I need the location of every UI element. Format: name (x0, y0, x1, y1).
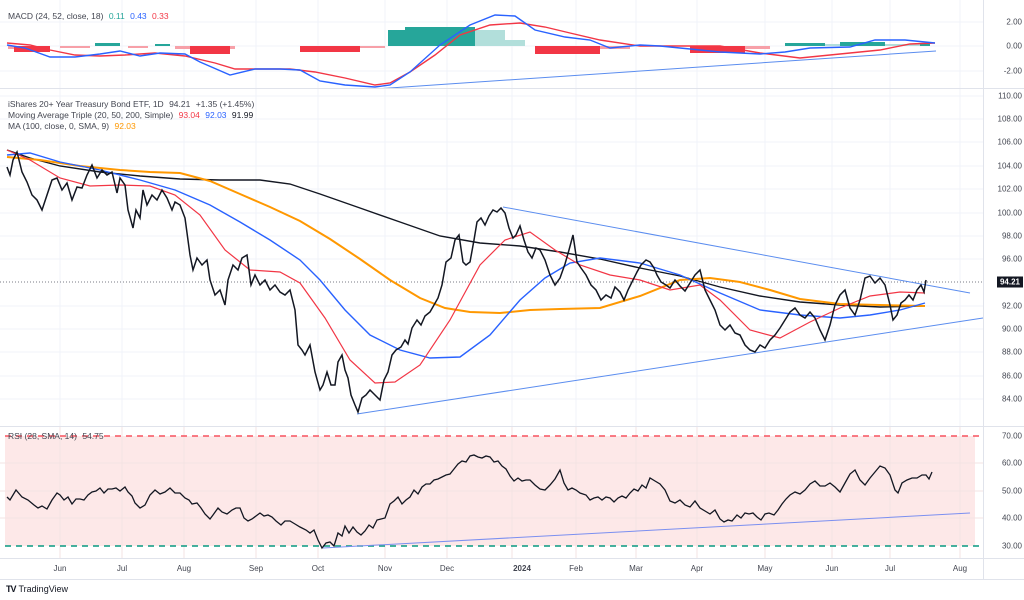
time-label: Jul (884, 564, 896, 573)
macd-pane[interactable]: MACD (24, 52, close, 18) 0.11 0.43 0.33 (0, 0, 983, 88)
rsi-axis[interactable]: 70.00 60.00 50.00 40.00 30.00 (983, 427, 1024, 558)
macd-axis-label: -2.00 (1003, 66, 1022, 76)
price-axis[interactable]: 110.00 108.00 106.00 104.00 102.00 100.0… (983, 89, 1024, 426)
price-axis-label: 86.00 (1001, 371, 1022, 381)
pane-separator[interactable] (0, 88, 1024, 89)
price-axis-label: 88.00 (1001, 347, 1022, 357)
ma200-line (6, 149, 926, 308)
pane-separator[interactable] (0, 426, 1024, 427)
tradingview-logo[interactable]: TV TradingView (6, 584, 68, 594)
ma100-value: 92.03 (114, 121, 136, 131)
rsi-axis-label: 60.00 (1001, 458, 1022, 468)
rsi-trendline (322, 512, 971, 549)
time-label: Aug (952, 564, 968, 573)
ma20-value: 93.04 (178, 110, 200, 120)
price-axis-label: 100.00 (997, 208, 1022, 218)
rsi-line (6, 454, 933, 550)
rsi-plot (0, 427, 983, 558)
rsi-axis-label: 70.00 (1001, 431, 1022, 441)
macd-histogram-value: 0.11 (108, 11, 125, 21)
ma20-line (6, 149, 926, 384)
rsi-gridlines (0, 427, 983, 558)
time-label: Nov (377, 564, 393, 573)
time-label: Sep (248, 564, 264, 573)
tradingview-name: TradingView (18, 584, 69, 594)
axis-corner (983, 558, 1024, 580)
last-price-tag: 94.21 (996, 276, 1023, 288)
rsi-axis-label: 30.00 (1001, 541, 1022, 551)
time-label: Feb (569, 564, 583, 573)
last-price-value: 94.21 (169, 99, 191, 109)
ma-triple-title: Moving Average Triple (20, 50, 200, Simp… (8, 110, 174, 120)
time-label: Jul (116, 564, 128, 573)
ma100-line (6, 156, 926, 315)
ascending-trendline (356, 317, 983, 415)
price-axis-label: 98.00 (1001, 231, 1022, 241)
price-axis-label: 104.00 (997, 161, 1022, 171)
time-label: 2024 (513, 564, 531, 573)
macd-line (6, 14, 936, 88)
ma200-value: 91.99 (231, 110, 254, 120)
descending-trendline (502, 206, 971, 294)
rsi-pane[interactable]: RSI (28, SMA, 14) 54.75 (0, 427, 983, 558)
macd-histogram (8, 27, 930, 54)
macd-signal-value: 0.33 (152, 11, 169, 21)
ma100-row[interactable]: MA (100, close, 0, SMA, 9) 92.03 (8, 121, 257, 132)
price-axis-label: 110.00 (998, 91, 1022, 101)
time-label: Dec (439, 564, 455, 573)
price-plot (0, 89, 983, 426)
macd-plot (0, 0, 983, 88)
price-change-value: +1.35 (+1.45%) (195, 99, 255, 109)
time-label: Jun (53, 564, 67, 573)
time-label: Apr (690, 564, 704, 573)
price-line (6, 149, 927, 415)
price-axis-label: 108.00 (997, 114, 1022, 124)
time-axis[interactable]: Jun Jul Aug Sep Oct Nov Dec 2024 Feb Mar… (0, 558, 983, 580)
time-label: Jun (825, 564, 839, 573)
price-axis-label: 106.00 (997, 137, 1022, 147)
price-legend[interactable]: iShares 20+ Year Treasury Bond ETF, 1D 9… (8, 99, 257, 132)
tradingview-logo-icon: TV (6, 584, 16, 594)
price-axis-label: 92.00 (1001, 301, 1022, 311)
macd-axis-label: 2.00 (1006, 17, 1022, 27)
rsi-axis-label: 40.00 (1001, 513, 1022, 523)
macd-legend[interactable]: MACD (24, 52, close, 18) 0.11 0.43 0.33 (8, 11, 172, 22)
price-axis-label: 84.00 (1001, 394, 1022, 404)
rsi-axis-label: 50.00 (1001, 486, 1022, 496)
time-label: May (757, 564, 773, 573)
price-axis-label: 90.00 (1001, 324, 1022, 334)
symbol-row[interactable]: iShares 20+ Year Treasury Bond ETF, 1D 9… (8, 99, 257, 110)
time-label: Aug (176, 564, 192, 573)
ma50-line (6, 152, 926, 359)
time-label: Oct (311, 564, 325, 573)
price-axis-label: 102.00 (997, 184, 1022, 194)
ma50-value: 92.03 (205, 110, 227, 120)
price-pane[interactable]: iShares 20+ Year Treasury Bond ETF, 1D 9… (0, 89, 983, 426)
symbol-title: iShares 20+ Year Treasury Bond ETF, 1D (8, 99, 164, 109)
price-axis-label: 96.00 (1001, 254, 1022, 264)
ma-triple-row[interactable]: Moving Average Triple (20, 50, 200, Simp… (8, 110, 257, 121)
rsi-title: RSI (28, SMA, 14) (8, 431, 77, 441)
macd-price-axis[interactable]: 2.00 0.00 -2.00 (983, 0, 1024, 88)
rsi-legend[interactable]: RSI (28, SMA, 14) 54.75 (8, 431, 107, 442)
ma100-title: MA (100, close, 0, SMA, 9) (8, 121, 110, 131)
macd-axis-label: 0.00 (1006, 41, 1022, 51)
price-gridlines (0, 89, 983, 426)
macd-line-value: 0.43 (130, 11, 147, 21)
rsi-value: 54.75 (82, 431, 104, 441)
macd-title: MACD (24, 52, close, 18) (8, 11, 104, 21)
macd-trendline (382, 50, 937, 88)
time-label: Mar (629, 564, 643, 573)
